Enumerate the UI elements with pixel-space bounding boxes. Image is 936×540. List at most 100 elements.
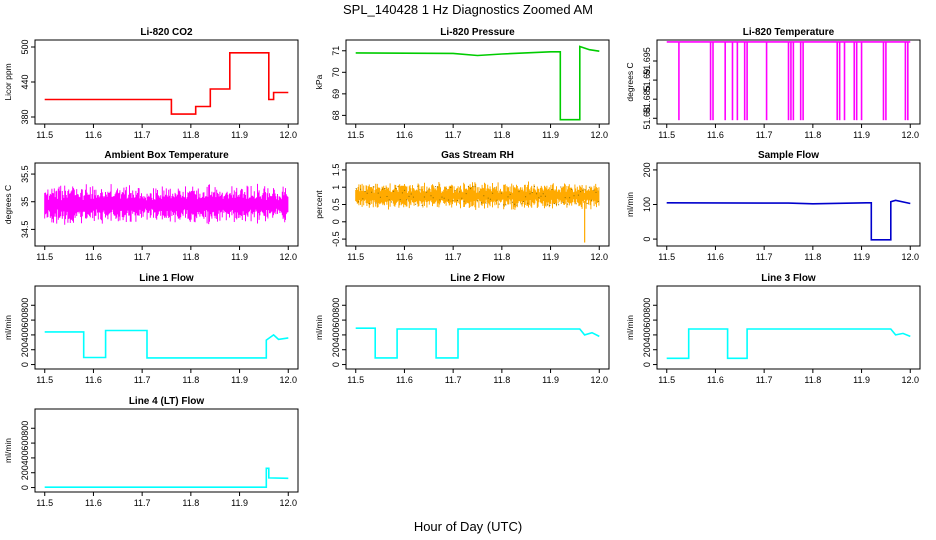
x-tick-label: 11.8 [182,130,199,140]
x-tick-label: 11.6 [396,130,413,140]
y-tick-label: 400 [642,327,652,342]
x-tick-label: 11.7 [756,375,773,385]
x-tick-label: 12.0 [901,252,919,262]
figure-x-label: Hour of Day (UTC) [414,519,522,534]
x-tick-label: 11.5 [347,375,364,385]
y-tick-label: 0 [331,219,341,224]
panel-title: Ambient Box Temperature [104,150,229,161]
x-tick-label: 11.5 [347,130,364,140]
x-tick-label: 11.7 [756,252,773,262]
panel-title: Line 1 Flow [139,273,194,284]
y-tick-label: 800 [642,298,652,313]
x-tick-label: 12.0 [901,130,919,140]
y-axis-label: degrees C [625,62,635,101]
x-tick-label: 11.5 [36,498,53,508]
x-tick-label: 12.0 [590,375,608,385]
y-tick-label: 600 [642,313,652,328]
y-tick-label: 800 [331,298,341,313]
y-axis-label: ml/min [3,315,13,340]
x-tick-label: 11.6 [396,375,413,385]
chart-panel-8: Line 2 Flow 11.5 11.6 11.7 11.8 11.9 12.0 0 2004… [314,273,610,385]
plot-frame [656,285,921,370]
x-tick-label: 12.0 [279,252,297,262]
panel-title: Li-820 Pressure [440,27,515,38]
series-line [44,329,289,359]
x-tick-label: 11.6 [396,252,413,262]
y-tick-label: 400 [331,327,341,342]
y-tick-label: 1 [331,185,341,190]
x-tick-label: 12.0 [279,498,297,508]
x-tick-label: 11.9 [231,252,248,262]
x-tick-label: 11.7 [445,252,462,262]
x-tick-label: 11.9 [231,375,248,385]
series-noise [44,183,289,225]
y-tick-label: 70 [331,67,341,77]
x-tick-label: 11.6 [85,375,102,385]
panel-title: Li-820 CO2 [140,27,193,38]
x-tick-label: 11.9 [853,252,870,262]
y-tick-label: 500 [20,39,30,54]
y-tick-label: 400 [20,450,30,465]
y-tick-label: 200 [642,342,652,357]
x-tick-label: 11.7 [134,252,151,262]
y-tick-label: 51.685 [642,85,652,113]
x-tick-label: 11.8 [804,130,821,140]
x-tick-label: 12.0 [590,252,608,262]
x-tick-label: 11.7 [134,498,151,508]
y-tick-label: 600 [20,436,30,451]
plot-frame [34,408,299,493]
x-tick-label: 11.8 [182,375,199,385]
x-tick-label: 11.5 [658,252,675,262]
y-tick-label: 35.5 [20,165,30,183]
series-noise [355,181,600,210]
y-tick-label: 440 [20,74,30,89]
y-axis-label: ml/min [314,315,324,340]
x-tick-label: 11.8 [493,130,510,140]
x-tick-label: 12.0 [901,375,919,385]
y-tick-label: 51.69 [642,69,652,92]
plot-frame [656,162,921,247]
panel-title: Line 4 (LT) Flow [129,396,205,407]
x-tick-label: 11.7 [134,130,151,140]
y-tick-label: 51.68 [642,107,652,130]
chart-panel-3: Li-820 Temperature 11.5 11.6 11.7 11.8 11.9 12… [625,27,921,140]
x-tick-label: 11.9 [231,130,248,140]
panel-title: Line 3 Flow [761,273,816,284]
y-axis-label: ml/min [625,192,635,217]
x-tick-label: 11.5 [347,252,364,262]
series-line [44,51,289,115]
y-tick-label: 600 [331,313,341,328]
series-line [355,45,600,121]
y-tick-label: 51.695 [642,47,652,75]
y-tick-label: 71 [331,46,341,56]
x-tick-label: 11.6 [85,130,102,140]
y-tick-label: 200 [20,465,30,480]
y-tick-label: 68 [331,110,341,120]
x-tick-label: 11.9 [542,252,559,262]
y-tick-label: 200 [20,342,30,357]
y-tick-label: 800 [20,421,30,436]
panel-title: Sample Flow [758,150,819,161]
x-tick-label: 11.6 [707,375,724,385]
y-tick-label: 200 [642,162,652,177]
y-tick-label: 380 [20,109,30,124]
x-tick-label: 11.9 [853,375,870,385]
y-tick-label: -0.5 [331,231,341,247]
x-tick-label: 11.9 [231,498,248,508]
y-tick-label: 800 [20,298,30,313]
x-tick-label: 11.8 [182,252,199,262]
x-tick-label: 11.6 [85,498,102,508]
x-tick-label: 11.6 [707,130,724,140]
y-tick-label: 0 [331,362,341,367]
y-tick-label: 400 [20,327,30,342]
x-tick-label: 11.9 [853,130,870,140]
y-tick-label: 0 [20,485,30,490]
x-tick-label: 11.9 [542,375,559,385]
x-tick-label: 11.6 [85,252,102,262]
x-tick-label: 11.5 [36,252,53,262]
chart-panel-6: Sample Flow 11.5 11.6 11.7 11.8 11.9 12.0 0 100 2… [625,150,921,262]
y-axis-label: ml/min [625,315,635,340]
x-tick-label: 11.7 [134,375,151,385]
y-axis-label: Licor ppm [3,63,13,100]
